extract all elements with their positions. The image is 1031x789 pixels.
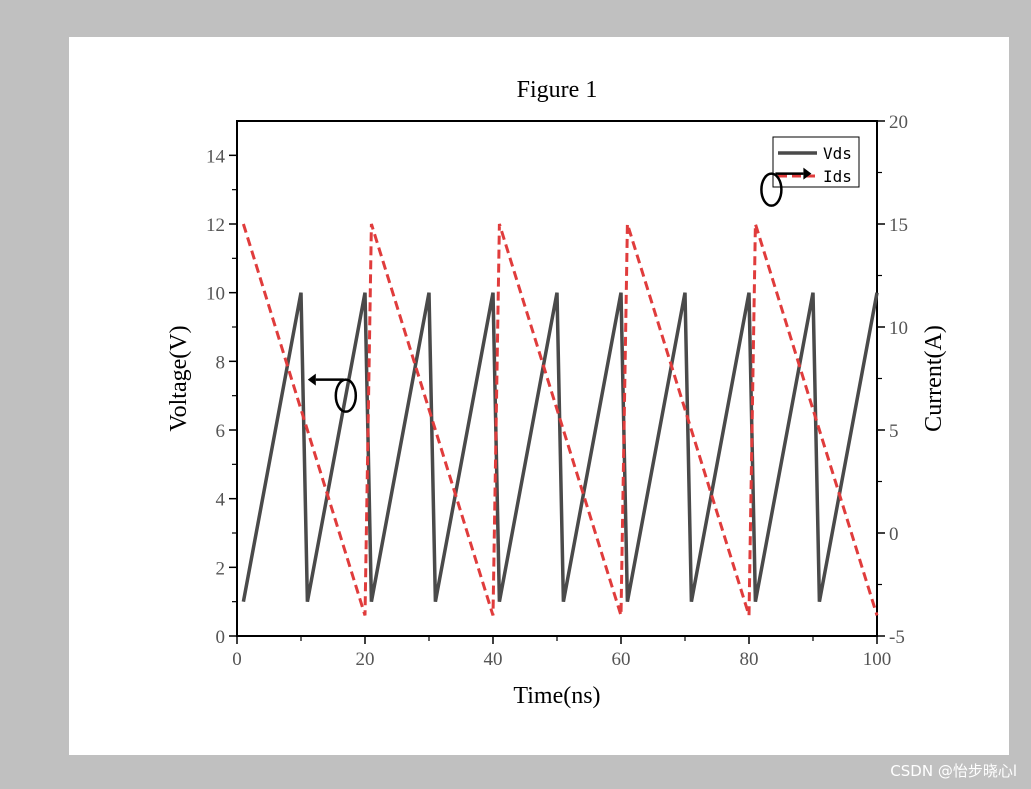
y-right-axis-title: Current(A) [921, 325, 947, 432]
x-tick-label: 20 [356, 649, 375, 670]
x-tick-label: 100 [863, 649, 892, 670]
y-right-tick-label: 15 [889, 215, 908, 236]
y-left-tick-label: 8 [216, 352, 226, 373]
y-left-tick-label: 4 [216, 490, 226, 511]
watermark: CSDN @怡步晓心l [890, 762, 1017, 780]
y-right-tick-label: 0 [889, 524, 899, 545]
x-axis-title: Time(ns) [513, 683, 600, 709]
x-tick-label: 0 [232, 649, 242, 670]
series-line-vds [241, 292, 879, 603]
x-tick-label: 40 [484, 649, 503, 670]
y-right-tick-label: 10 [889, 318, 908, 339]
y-right-tick-label: 20 [889, 112, 908, 133]
chart-title: Figure 1 [517, 77, 598, 103]
annotation-ellipse [760, 172, 783, 207]
y-left-tick-label: 2 [216, 558, 226, 579]
y-left-tick-label: 14 [206, 146, 226, 167]
y-left-tick-label: 6 [216, 421, 226, 442]
figure-panel: Figure 1 0 20 40 60 80 100 0 2 4 6 8 10 12 14 -5 0 5 10 15 2… [69, 37, 1009, 755]
y-right-tick-label: -5 [889, 627, 905, 648]
y-left-tick-label: 12 [206, 215, 225, 236]
annotation-ellipse [334, 378, 358, 413]
y-left-axis-title: Voltage(V) [166, 325, 192, 431]
chart: Figure 1 0 20 40 60 80 100 0 2 4 6 8 10 12 14 -5 0 5 10 15 2… [166, 77, 947, 709]
y-right-tick-label: 5 [889, 421, 899, 442]
series-line-ids [241, 223, 879, 616]
y-left-tick-label: 0 [216, 627, 226, 648]
annotation-arrow-head [803, 167, 812, 180]
x-tick-label: 60 [612, 649, 631, 670]
x-tick-label: 80 [740, 649, 759, 670]
legend-box [772, 136, 860, 188]
legend-label-ids: Ids [823, 167, 852, 186]
y-left-tick-label: 10 [206, 284, 225, 305]
legend-label-vds: Vds [823, 144, 852, 163]
annotation-arrow-head [307, 373, 316, 386]
